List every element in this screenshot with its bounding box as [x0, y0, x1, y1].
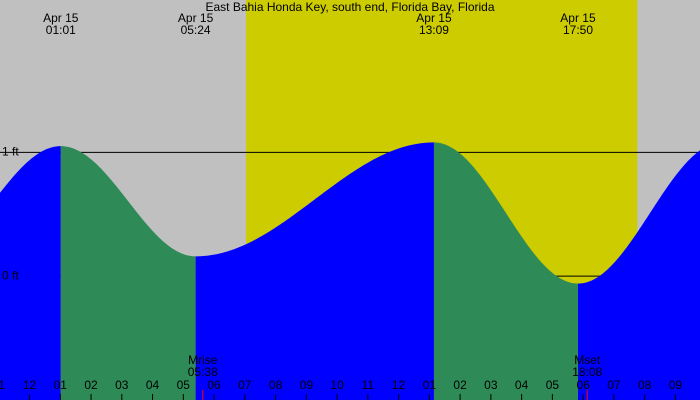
rising-tide: [0, 146, 61, 400]
x-tick-label: 09: [300, 378, 314, 392]
rising-tide: [577, 150, 700, 400]
event-time: 01:01: [46, 23, 76, 37]
x-tick-label: 11: [362, 378, 375, 392]
x-tick-label: 04: [146, 378, 160, 392]
x-tick-label: 03: [115, 378, 129, 392]
x-tick-label: 06: [576, 378, 590, 392]
x-tick-label: 09: [669, 378, 683, 392]
rising-tide: [195, 142, 434, 400]
x-tick-label: 04: [515, 378, 529, 392]
x-tick-label: 08: [269, 378, 283, 392]
x-tick-label: 07: [607, 378, 621, 392]
falling-tide: [60, 146, 196, 400]
falling-tide: [433, 142, 578, 400]
x-tick-label: 01: [54, 378, 68, 392]
chart-title: East Bahia Honda Key, south end, Florida…: [205, 0, 494, 14]
x-tick-label: 08: [638, 378, 652, 392]
x-tick-label: 12: [392, 378, 406, 392]
event-date: Apr 15: [416, 11, 452, 25]
x-tick-label: 07: [238, 378, 252, 392]
event-time: 17:50: [563, 23, 593, 37]
x-tick-label: 02: [84, 378, 98, 392]
x-tick-label: 06: [207, 378, 221, 392]
event-date: Apr 15: [178, 11, 214, 25]
x-tick-label: 05: [177, 378, 191, 392]
x-tick-label: 05: [546, 378, 560, 392]
x-tick-label: 11: [0, 378, 5, 392]
event-date: Apr 15: [560, 11, 596, 25]
moon-time: 18:08: [572, 365, 602, 379]
event-time: 05:24: [181, 23, 211, 37]
moon-label: Mset: [574, 353, 601, 367]
moon-time: 05:38: [188, 365, 218, 379]
x-tick-label: 12: [23, 378, 37, 392]
event-time: 13:09: [419, 23, 449, 37]
x-tick-label: 02: [453, 378, 467, 392]
x-tick-label: 10: [330, 378, 344, 392]
event-date: Apr 15: [43, 11, 79, 25]
moon-label: Mrise: [188, 353, 218, 367]
x-tick-label: 03: [484, 378, 498, 392]
y-tick-label: 0 ft: [2, 268, 19, 282]
y-tick-label: 1 ft: [2, 144, 19, 158]
x-tick-label: 01: [423, 378, 437, 392]
